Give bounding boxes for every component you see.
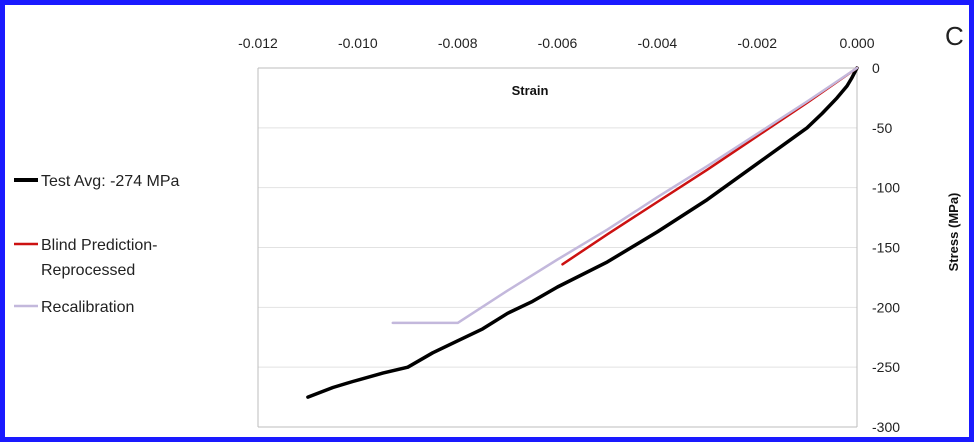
legend-label: Recalibration (41, 299, 134, 316)
x-tick-label: -0.006 (538, 35, 578, 51)
y-tick-labels: 0 -50 -100 -150 -200 -250 -300 (872, 60, 900, 435)
x-tick-label: -0.010 (338, 35, 378, 51)
panel-label: C (945, 21, 964, 51)
x-tick-label: -0.004 (637, 35, 677, 51)
axes (257, 67, 858, 428)
y-tick-label: -100 (872, 180, 900, 196)
series-lines (306, 66, 859, 399)
legend-label: Test Avg: -274 MPa (41, 173, 180, 190)
y-tick-label: -300 (872, 419, 900, 435)
y-tick-label: -250 (872, 359, 900, 375)
series-line (391, 66, 859, 325)
y-tick-label: -200 (872, 299, 900, 315)
y-axis-title: Stress (MPa) (946, 193, 961, 272)
legend-label: Reprocessed (41, 262, 135, 279)
x-tick-label: 0.000 (839, 35, 874, 51)
x-tick-label: -0.012 (238, 35, 278, 51)
x-tick-labels: -0.012 -0.010 -0.008 -0.006 -0.004 -0.002 0.00… (238, 35, 875, 51)
x-tick-label: -0.008 (438, 35, 478, 51)
y-tick-label: -150 (872, 240, 900, 256)
legend-label: Blind Prediction- (41, 237, 158, 254)
x-tick-label: -0.002 (737, 35, 777, 51)
y-tick-label: -50 (872, 120, 892, 136)
legend: Test Avg: -274 MPa Blind Prediction- Repro… (14, 173, 180, 316)
y-tick-label: 0 (872, 60, 880, 76)
x-axis-title: Strain (512, 83, 549, 98)
series-line (306, 66, 859, 399)
